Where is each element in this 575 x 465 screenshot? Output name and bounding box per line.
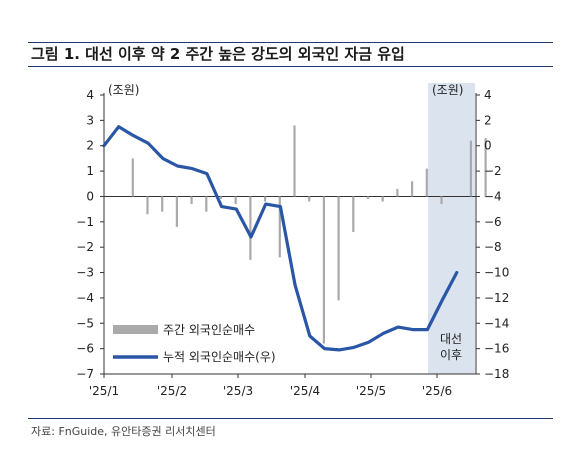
right-tick-label: −18 (484, 367, 509, 381)
left-tick-label: −3 (76, 266, 94, 280)
weekly-bar (337, 196, 340, 301)
x-tick-label: '25/3 (223, 384, 253, 398)
x-tick-label: '25/4 (290, 384, 320, 398)
source-note: 자료: FnGuide, 유안타증권 리서치센터 (31, 425, 216, 438)
weekly-bar (175, 196, 178, 227)
title-rule-top (28, 42, 553, 43)
right-tick-label: −10 (484, 266, 509, 280)
highlight-region (428, 83, 475, 374)
legend-swatch-bar (113, 325, 158, 334)
left-tick-label: 3 (86, 113, 94, 127)
weekly-bar (131, 158, 134, 197)
right-tick-label: 2 (484, 113, 492, 127)
right-tick-label: −8 (484, 240, 502, 254)
weekly-bar (484, 138, 487, 197)
left-tick-label: −2 (76, 240, 94, 254)
weekly-bar (219, 196, 223, 199)
left-tick-label: −6 (76, 342, 94, 356)
left-tick-label: −7 (76, 367, 94, 381)
weekly-bar (249, 196, 252, 260)
left-tick-label: 2 (86, 139, 94, 153)
weekly-bar (396, 188, 399, 197)
weekly-bar (146, 196, 149, 215)
legend-label-bar: 주간 외국인순매수 (163, 323, 255, 337)
weekly-bar (411, 181, 414, 197)
weekly-bar (381, 196, 384, 202)
right-tick-label: −6 (484, 215, 502, 229)
cumulative-line (102, 125, 459, 352)
highlight-label: 대선 (440, 332, 462, 346)
weekly-bar (293, 125, 296, 197)
x-tick-label: '25/2 (157, 384, 187, 398)
left-tick-label: −1 (76, 215, 94, 229)
legend-label-line: 누적 외국인순매수(우) (163, 350, 276, 364)
right-tick-label: 4 (484, 88, 492, 102)
weekly-bar (205, 196, 208, 212)
weekly-bar (469, 140, 472, 197)
x-tick-label: '25/5 (356, 384, 386, 398)
left-tick-label: 4 (86, 88, 94, 102)
right-unit-label: (조원) (432, 83, 463, 97)
right-tick-label: −14 (484, 316, 509, 330)
weekly-bar (161, 196, 164, 212)
left-tick-label: −5 (76, 316, 94, 330)
weekly-bar (322, 196, 325, 344)
left-tick-label: 0 (86, 189, 94, 203)
highlight-label: 이후 (440, 348, 462, 362)
weekly-bar (366, 196, 370, 199)
left-tick-label: −4 (76, 291, 94, 305)
weekly-bar (425, 168, 428, 197)
source-rule (28, 418, 553, 419)
x-tick-label: '25/1 (89, 384, 119, 398)
chart-title: 그림 1. 대선 이후 약 2 주간 높은 강도의 외국인 자금 유입 (31, 45, 405, 63)
x-tick-label: '25/6 (422, 384, 452, 398)
right-tick-label: −4 (484, 189, 502, 203)
left-unit-label: (조원) (108, 83, 139, 97)
weekly-bar (278, 196, 281, 258)
weekly-bar (308, 196, 311, 202)
weekly-bar (264, 196, 267, 202)
right-tick-label: −12 (484, 291, 509, 305)
title-rule-bottom (28, 66, 553, 67)
right-tick-label: 0 (484, 139, 492, 153)
weekly-bar (234, 196, 237, 205)
weekly-bar (190, 196, 193, 205)
right-tick-label: −16 (484, 342, 509, 356)
left-tick-label: 1 (86, 164, 94, 178)
weekly-bar (352, 196, 355, 232)
weekly-bar (440, 196, 443, 205)
right-tick-label: −2 (484, 164, 502, 178)
